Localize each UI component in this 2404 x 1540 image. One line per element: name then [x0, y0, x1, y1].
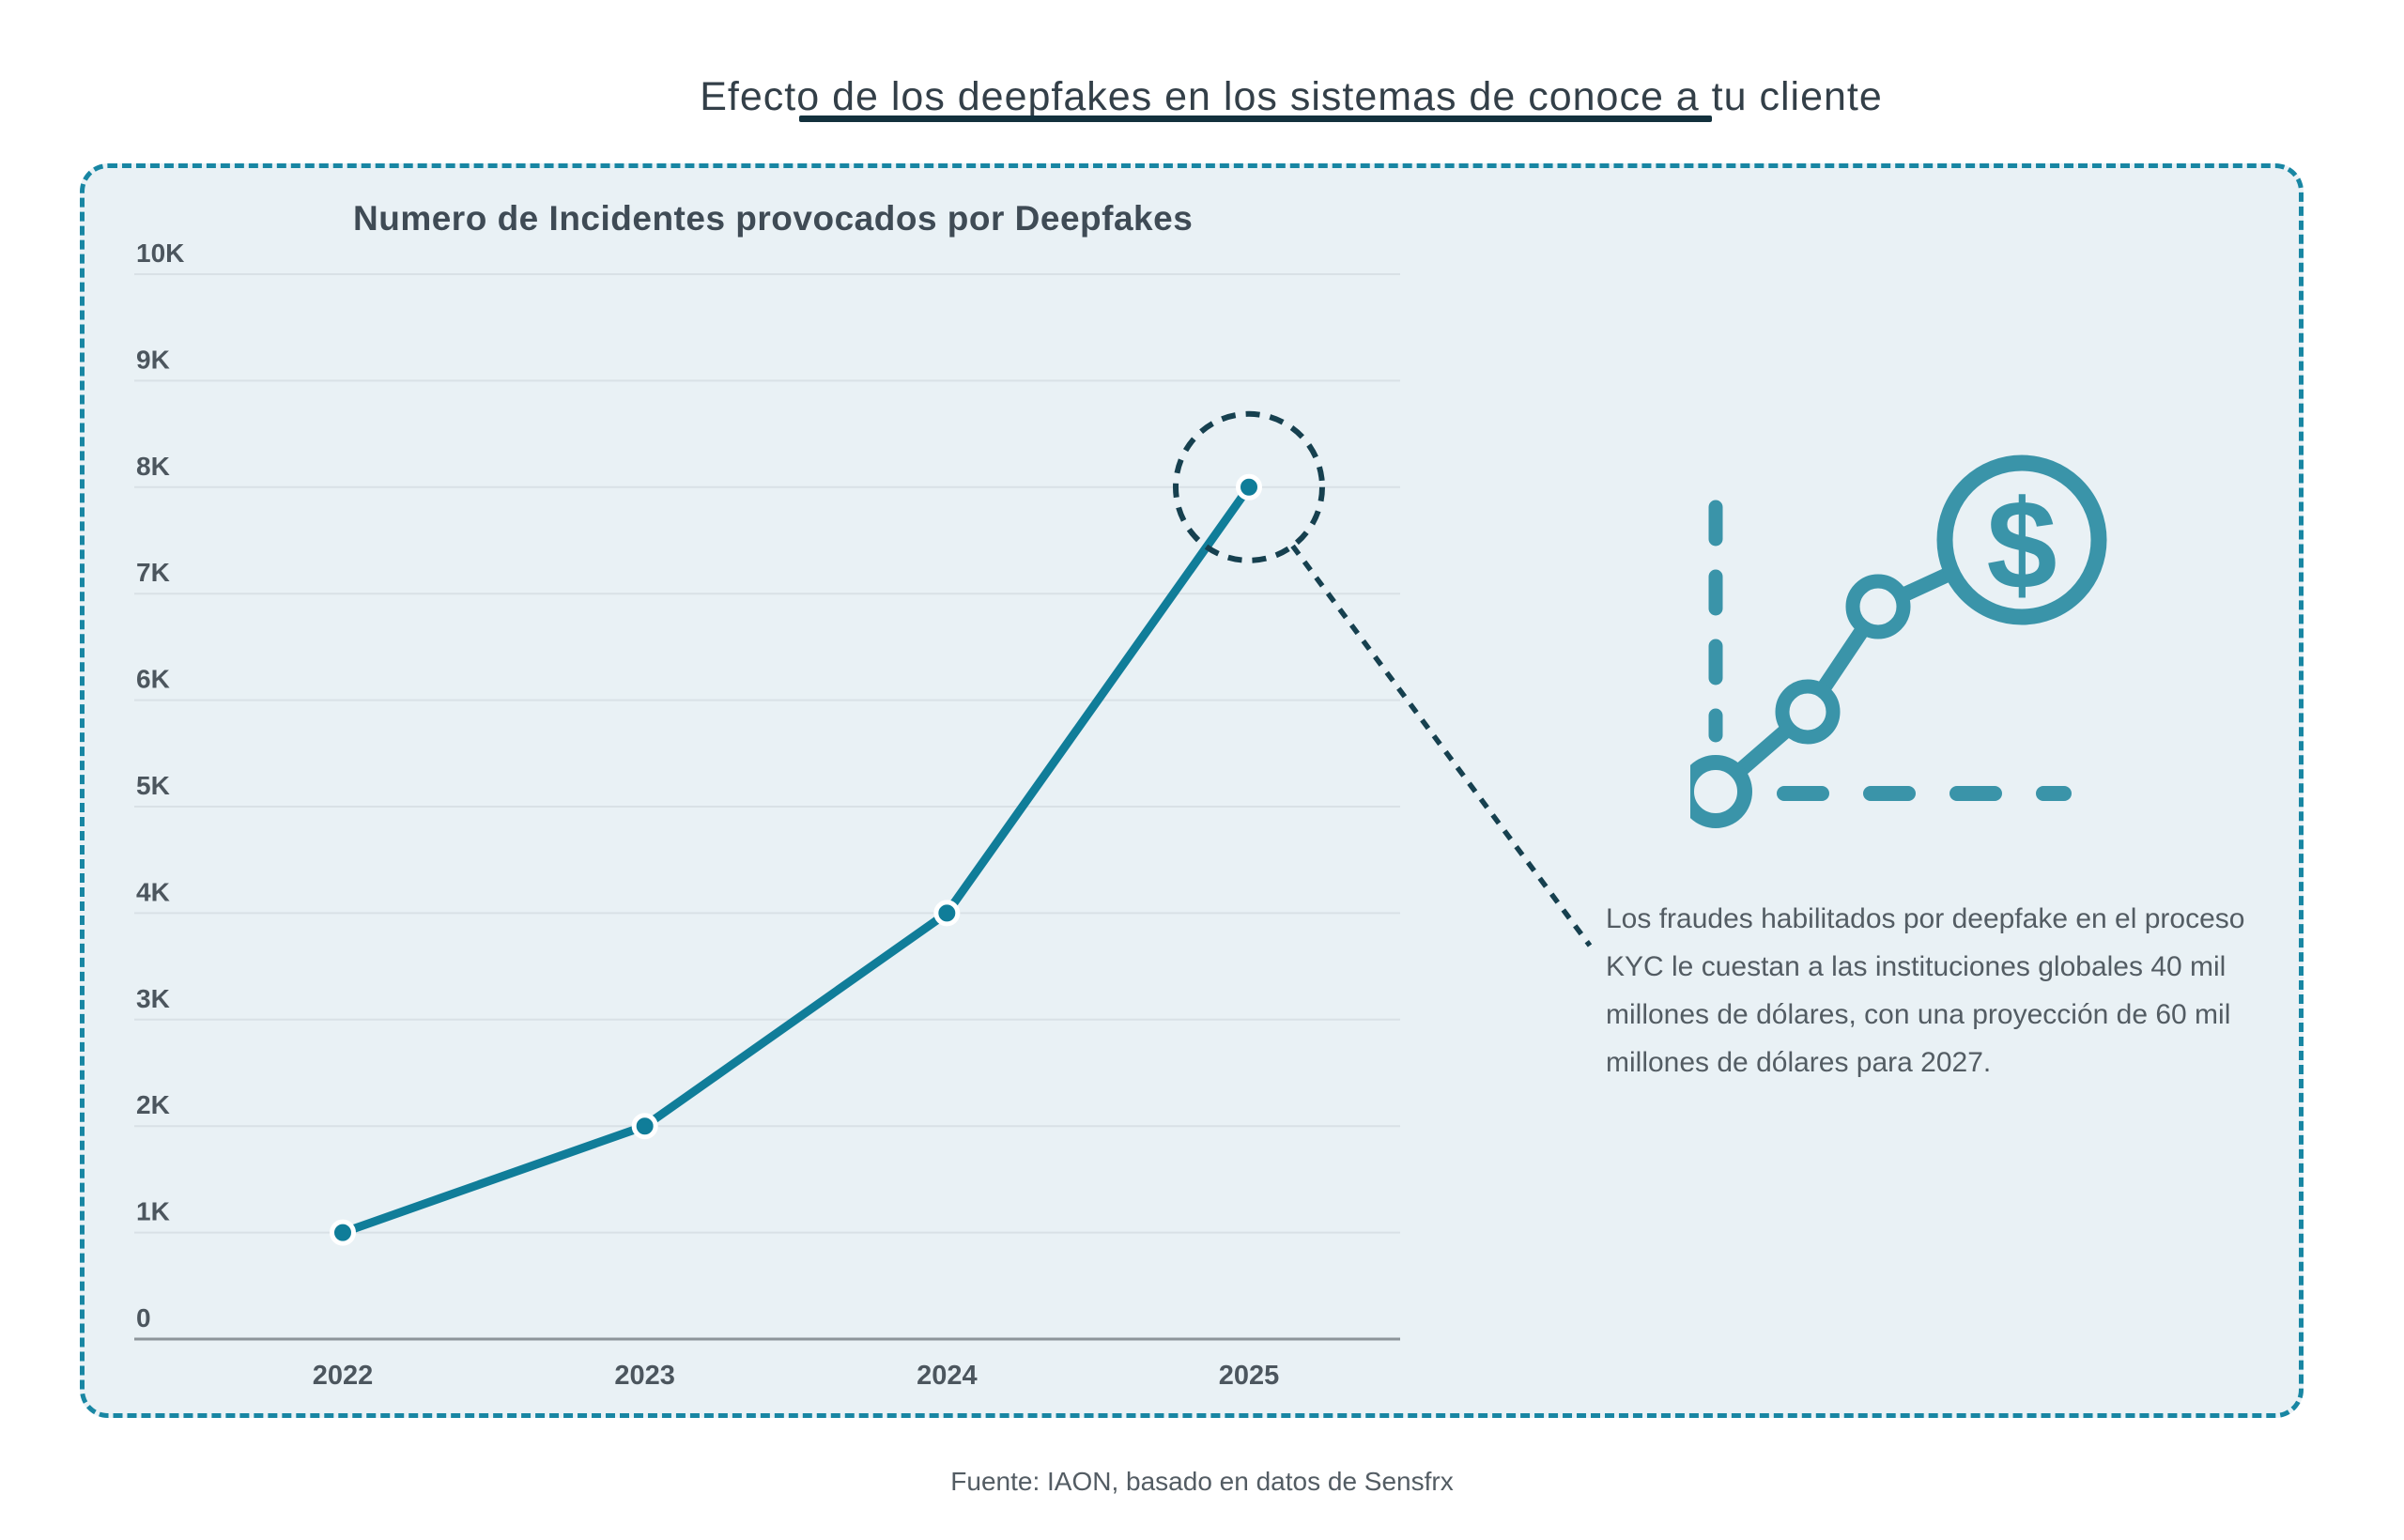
- trend-line: [338, 483, 1254, 1238]
- y-tick-label: 7K: [136, 558, 170, 587]
- data-point: [1236, 473, 1262, 500]
- x-tick-label: 2025: [1219, 1361, 1280, 1391]
- growth-chart-dollar-icon: $: [1690, 454, 2107, 828]
- y-tick-label: 1K: [136, 1197, 170, 1226]
- annotation-text: Los fraudes habilitados por deepfake en …: [1606, 903, 2245, 1078]
- y-tick-label: 10K: [136, 239, 184, 268]
- x-tick-label: 2022: [313, 1361, 374, 1391]
- growth-icon-node: [1690, 755, 1752, 828]
- chart-title: Numero de Incidentes provocados por Deep…: [353, 199, 1194, 238]
- highlight-dashed-circle: [1173, 410, 1325, 563]
- x-tick-label: 2023: [614, 1361, 675, 1391]
- x-tick-label: 2024: [917, 1361, 978, 1391]
- y-tick-label: 3K: [136, 984, 170, 1013]
- y-tick-label: 6K: [136, 665, 170, 694]
- y-tick-label: 5K: [136, 771, 170, 800]
- chart-panel: [80, 163, 2304, 1418]
- title-underline: [799, 116, 1712, 122]
- y-tick-label: 0: [136, 1303, 151, 1332]
- dollar-sign-glyph: $: [1986, 474, 2057, 616]
- y-tick-label: 8K: [136, 452, 170, 481]
- page-title: Efecto de los deepfakes en los sistemas …: [700, 73, 1883, 119]
- growth-icon-node: [1775, 679, 1841, 745]
- annotation-leader-line: [1290, 544, 1593, 947]
- y-tick-label: 2K: [136, 1090, 170, 1119]
- y-tick-label: 9K: [136, 345, 170, 374]
- data-point: [631, 1113, 658, 1140]
- growth-icon-node: [1845, 574, 1911, 639]
- y-tick-label: 4K: [136, 877, 170, 906]
- source-caption: Fuente: IAON, basado en datos de Sensfrx: [950, 1467, 1454, 1496]
- data-point: [330, 1219, 356, 1246]
- data-point: [933, 900, 961, 927]
- growth-icon-dollar-circle: [1936, 454, 2107, 625]
